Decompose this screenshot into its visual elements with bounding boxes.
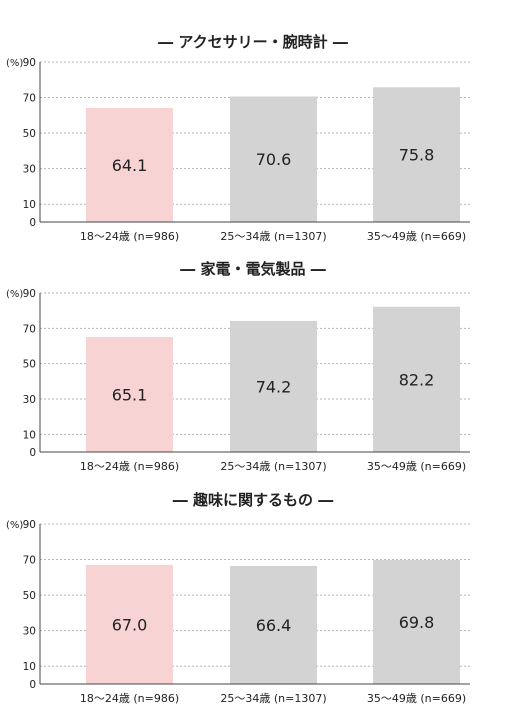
y-tick-label-3-90: 90 bbox=[23, 519, 36, 531]
category-label-3-3: 35〜49歳 (n=669) bbox=[367, 692, 466, 705]
chart-title-3: ― 趣味に関するもの ― bbox=[173, 491, 333, 509]
bar-1-2 bbox=[230, 96, 317, 222]
bar-2-1 bbox=[86, 336, 173, 452]
bar-2-2 bbox=[230, 320, 317, 452]
unit-label-1: (%) bbox=[6, 58, 23, 69]
y-tick-label-3-30: 30 bbox=[23, 626, 36, 638]
y-tick-label-1-30: 30 bbox=[23, 164, 36, 176]
category-label-2-1: 18〜24歳 (n=986) bbox=[80, 460, 179, 473]
bar-3-1 bbox=[86, 564, 173, 684]
value-label-1-3: 75.8 bbox=[399, 146, 435, 165]
value-label-2-1: 65.1 bbox=[112, 385, 148, 404]
category-label-1-2: 25〜34歳 (n=1307) bbox=[220, 230, 326, 243]
category-label-3-1: 18〜24歳 (n=986) bbox=[80, 692, 179, 705]
bar-3-3 bbox=[373, 559, 460, 684]
y-tick-label-2-90: 90 bbox=[23, 288, 36, 300]
bar-2-3 bbox=[373, 306, 460, 452]
category-label-2-3: 35〜49歳 (n=669) bbox=[367, 460, 466, 473]
value-label-3-3: 69.8 bbox=[399, 613, 435, 632]
y-tick-label-1-90: 90 bbox=[23, 57, 36, 69]
y-tick-label-1-0: 0 bbox=[29, 217, 36, 229]
category-label-1-1: 18〜24歳 (n=986) bbox=[80, 230, 179, 243]
y-tick-label-2-70: 70 bbox=[23, 323, 36, 335]
bar-1-3 bbox=[373, 87, 460, 222]
y-tick-label-2-50: 50 bbox=[23, 359, 36, 371]
category-label-2-2: 25〜34歳 (n=1307) bbox=[220, 460, 326, 473]
y-tick-label-1-10: 10 bbox=[23, 199, 36, 211]
y-tick-label-2-10: 10 bbox=[23, 429, 36, 441]
y-tick-label-3-70: 70 bbox=[23, 555, 36, 567]
y-tick-label-3-10: 10 bbox=[23, 661, 36, 673]
y-tick-label-2-30: 30 bbox=[23, 394, 36, 406]
value-label-1-2: 70.6 bbox=[256, 150, 292, 169]
value-label-3-2: 66.4 bbox=[256, 616, 292, 635]
category-label-3-2: 25〜34歳 (n=1307) bbox=[220, 692, 326, 705]
y-tick-label-2-0: 0 bbox=[29, 447, 36, 459]
bar-3-2 bbox=[230, 565, 317, 684]
unit-label-3: (%) bbox=[6, 520, 23, 531]
chart-title-1: ― アクセサリー・腕時計 ― bbox=[158, 33, 348, 51]
y-tick-label-1-50: 50 bbox=[23, 128, 36, 140]
unit-label-2: (%) bbox=[6, 289, 23, 300]
y-tick-label-1-70: 70 bbox=[23, 93, 36, 105]
value-label-2-3: 82.2 bbox=[399, 370, 435, 389]
chart-title-2: ― 家電・電気製品 ― bbox=[180, 260, 325, 278]
value-label-2-2: 74.2 bbox=[256, 377, 292, 396]
category-label-1-3: 35〜49歳 (n=669) bbox=[367, 230, 466, 243]
y-tick-label-3-0: 0 bbox=[29, 679, 36, 691]
bar-1-1 bbox=[86, 108, 173, 222]
y-tick-label-3-50: 50 bbox=[23, 590, 36, 602]
value-label-1-1: 64.1 bbox=[112, 156, 148, 175]
value-label-3-1: 67.0 bbox=[112, 615, 148, 634]
